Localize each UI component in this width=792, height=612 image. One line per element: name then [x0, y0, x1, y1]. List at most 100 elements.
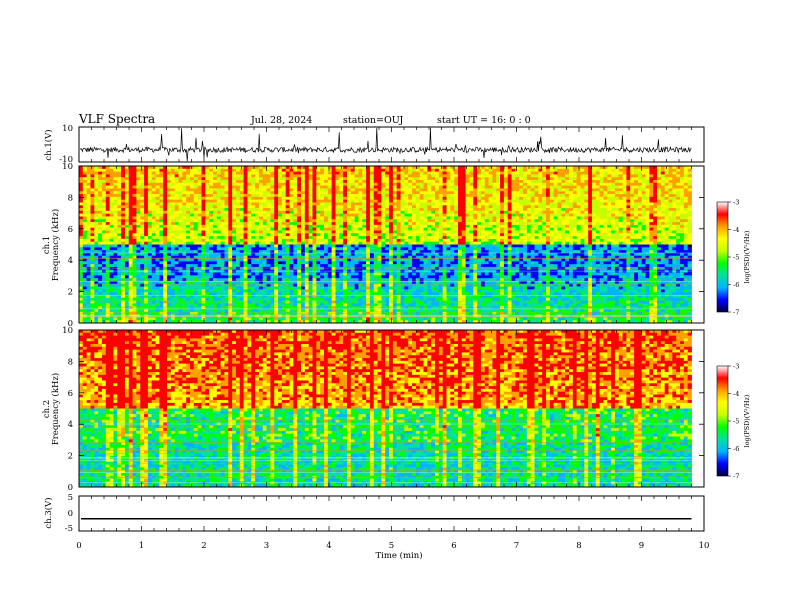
spectrogram-cell [220, 180, 225, 184]
spectrogram-cell [346, 255, 352, 259]
spectrogram-cell [239, 266, 245, 271]
spectrogram-cell [224, 171, 229, 175]
spectrogram-cell [369, 250, 375, 254]
spectrogram-cell [128, 320, 133, 324]
spectrogram-cell [308, 222, 313, 226]
spectrogram-cell [90, 311, 95, 315]
spectrogram-cell [159, 188, 164, 192]
spectrogram-cell [105, 297, 111, 301]
spectrogram-cell [385, 272, 390, 276]
spectrogram-cell [144, 311, 149, 315]
spectrogram-cell [193, 199, 199, 203]
spectrogram-cell [201, 294, 206, 299]
spectrogram-cell [140, 286, 145, 290]
spectrogram-cell [327, 258, 333, 262]
spectrogram-cell [232, 250, 237, 254]
spectrogram-cell [293, 300, 298, 304]
spectrogram-cell [82, 252, 88, 257]
spectrogram-cell [354, 272, 359, 276]
spectrogram-cell [132, 241, 137, 245]
spectrogram-cell [412, 258, 417, 262]
spectrogram-cell [358, 311, 363, 315]
spectrogram-cell [339, 300, 344, 304]
spectrogram-cell [132, 216, 137, 220]
spectrogram-cell [239, 230, 245, 234]
spectrogram-cell [339, 286, 344, 290]
spectrogram-cell [400, 238, 405, 243]
spectrogram-cell [331, 177, 336, 181]
spectrogram-cell [316, 199, 321, 203]
spectrogram-cell [327, 216, 333, 220]
spectrogram-cell [278, 213, 283, 217]
spectrogram-cell [354, 244, 359, 248]
spectrogram-cell [197, 216, 202, 220]
spectrogram-cell [170, 208, 176, 212]
spectrogram-cell [174, 177, 179, 181]
spectrogram-cell [297, 202, 302, 206]
spectrogram-cell [335, 317, 340, 321]
spectrogram-cell [281, 236, 287, 240]
spectrogram-cell [354, 264, 359, 268]
spectrogram-cell [109, 275, 114, 279]
spectrogram-cell [124, 191, 130, 195]
spectrogram-cell [190, 216, 195, 220]
spectrogram-cell [335, 289, 340, 293]
spectrogram-cell [205, 283, 210, 287]
spectrogram-cell [262, 311, 267, 315]
spectrogram-cell [105, 286, 111, 290]
spectrogram-cell [415, 205, 421, 209]
spectrogram-cell [155, 216, 160, 220]
spectrogram-cell [235, 233, 241, 237]
spectrogram-cell [109, 182, 114, 187]
spectrogram-cell [362, 188, 367, 192]
spectrogram-cell [320, 244, 325, 248]
spectrogram-cell [274, 264, 279, 268]
spectrogram-cell [297, 222, 302, 226]
spectrogram-cell [247, 286, 252, 290]
spectrogram-cell [232, 230, 237, 234]
spectrogram-cell [197, 166, 202, 170]
spectrogram-cell [186, 191, 191, 195]
spectrogram-cell [266, 208, 271, 212]
spectrogram-cell [121, 247, 126, 251]
spectrogram-cell [235, 311, 241, 315]
spectrogram-cell [297, 320, 302, 324]
spectrogram-cell [404, 230, 409, 234]
spectrogram-cell [346, 300, 352, 304]
spectrogram-cell [350, 250, 356, 254]
spectrogram-cell [251, 185, 256, 189]
spectrogram-cell [140, 311, 145, 315]
spectrogram-cell [415, 261, 421, 265]
spectrogram-cell [201, 224, 206, 229]
spectrogram-cell [82, 238, 88, 243]
spectrogram-cell [212, 303, 218, 307]
spectrogram-cell [182, 289, 187, 293]
spectrogram-cell [289, 171, 294, 175]
spectrogram-cell [182, 208, 187, 212]
spectrogram-cell [281, 191, 287, 195]
spectrogram-cell [258, 236, 264, 240]
spectrogram-cell [366, 230, 371, 234]
spectrogram-cell [86, 188, 91, 192]
spectrogram-cell [404, 227, 409, 231]
spectrogram-cell [266, 222, 271, 226]
spectrogram-cell [354, 236, 359, 240]
spectrogram-cell [190, 317, 195, 321]
spectrogram-cell [121, 278, 126, 282]
spectrogram-cell [320, 292, 325, 296]
spectrogram-cell [117, 241, 122, 245]
spectrogram-cell [343, 286, 348, 290]
spectrogram-cell [289, 292, 294, 296]
spectrogram-cell [358, 177, 363, 181]
spectrogram-cell [266, 244, 271, 248]
spectrogram-cell [335, 300, 340, 304]
spectrogram-cell [178, 250, 183, 254]
spectrogram-cell [266, 216, 271, 220]
spectrogram-cell [205, 241, 210, 245]
spectrogram-cell [197, 261, 202, 265]
spectrogram-cell [377, 171, 382, 175]
spectrogram-cell [105, 236, 111, 240]
spectrogram-cell [366, 300, 371, 304]
spectrogram-cell [155, 264, 160, 268]
spectrogram-cell [297, 278, 302, 282]
